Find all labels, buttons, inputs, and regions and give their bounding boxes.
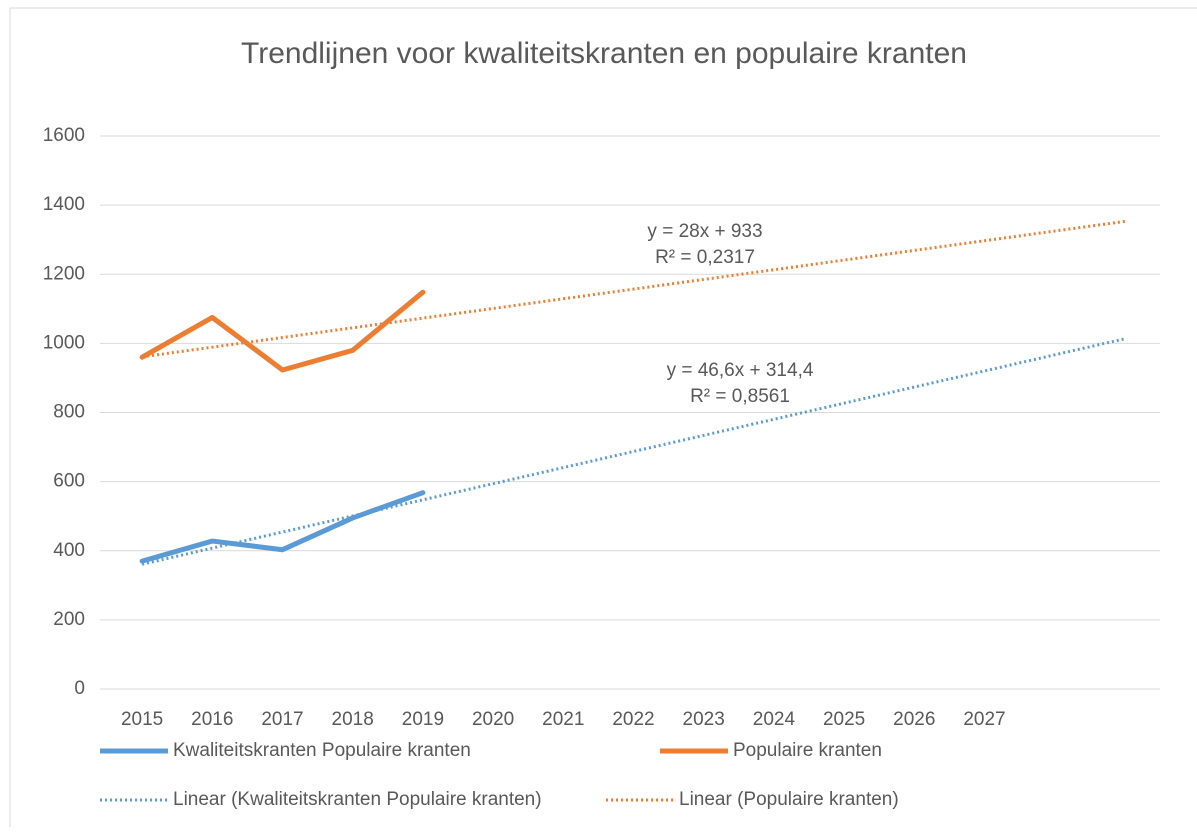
chart-frame (9, 7, 1197, 832)
x-tick-label: 2017 (261, 709, 303, 730)
x-tick-label: 2025 (823, 709, 865, 730)
legend-label: Linear (Populaire kranten) (679, 789, 899, 810)
x-tick-label: 2027 (963, 709, 1005, 730)
trend-equation: y = 46,6x + 314,4 (667, 360, 814, 381)
trend-r-squared: R² = 0,8561 (690, 386, 790, 407)
chart-title: Trendlijnen voor kwaliteitskranten en po… (241, 37, 967, 70)
y-tick-label: 1600 (43, 125, 85, 146)
trend-r-squared: R² = 0,2317 (655, 247, 755, 268)
y-tick-label: 600 (53, 471, 85, 492)
y-tick-label: 1000 (43, 332, 85, 353)
x-tick-label: 2024 (753, 709, 796, 730)
series-line (139, 289, 426, 373)
y-tick-label: 1200 (43, 263, 85, 284)
legend-label: Populaire kranten (733, 740, 882, 761)
series-line (141, 219, 1126, 359)
series-line (141, 337, 1126, 566)
legend-label: Kwaliteitskranten Populaire kranten (173, 740, 471, 761)
x-tick-label: 2018 (332, 709, 374, 730)
y-tick-label: 0 (74, 678, 85, 699)
x-tick-label: 2016 (191, 709, 233, 730)
x-tick-label: 2019 (402, 709, 444, 730)
legend-label: Linear (Kwaliteitskranten Populaire kran… (173, 789, 542, 810)
y-tick-label: 400 (53, 540, 85, 561)
x-tick-label: 2026 (893, 709, 935, 730)
y-tick-label: 1400 (43, 194, 85, 215)
x-tick-label: 2015 (121, 709, 163, 730)
x-tick-label: 2021 (542, 709, 584, 730)
x-tick-label: 2022 (612, 709, 654, 730)
y-tick-label: 800 (53, 402, 85, 423)
x-tick-label: 2020 (472, 709, 514, 730)
x-tick-label: 2023 (683, 709, 725, 730)
y-tick-label: 200 (53, 609, 85, 630)
trend-equation: y = 28x + 933 (647, 221, 762, 242)
